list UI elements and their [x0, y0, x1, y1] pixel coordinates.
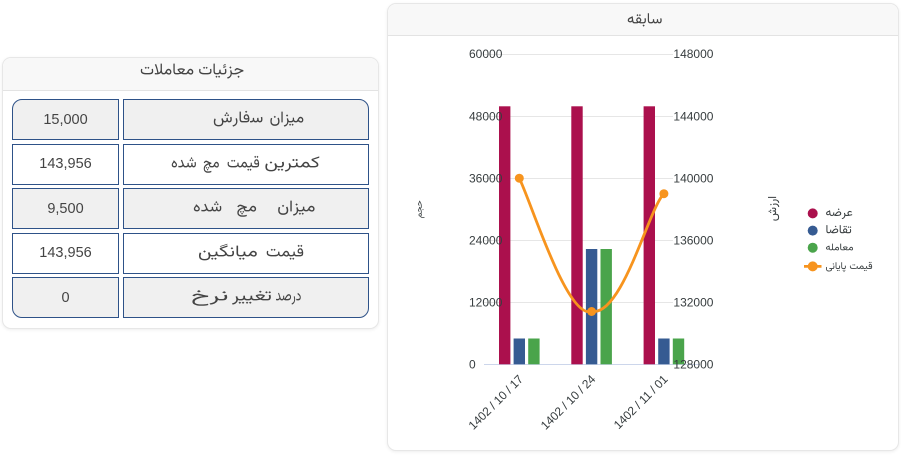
svg-text:12000: 12000	[469, 295, 503, 309]
svg-text:132000: 132000	[673, 295, 713, 309]
svg-text:36000: 36000	[469, 171, 503, 185]
svg-text:148000: 148000	[673, 47, 713, 61]
svg-text:144000: 144000	[673, 109, 713, 123]
svg-text:48000: 48000	[469, 109, 503, 123]
svg-text:128000: 128000	[673, 358, 713, 372]
svg-text:136000: 136000	[673, 233, 713, 247]
svg-text:24000: 24000	[469, 233, 503, 247]
svg-text:1402 / 10 / 17: 1402 / 10 / 17	[465, 372, 526, 433]
svg-text:60000: 60000	[469, 47, 503, 61]
svg-text:0: 0	[469, 358, 476, 372]
svg-text:140000: 140000	[673, 171, 713, 185]
svg-text:1402 / 10 / 24: 1402 / 10 / 24	[537, 372, 598, 433]
svg-text:1402 / 11 / 01: 1402 / 11 / 01	[610, 372, 670, 432]
